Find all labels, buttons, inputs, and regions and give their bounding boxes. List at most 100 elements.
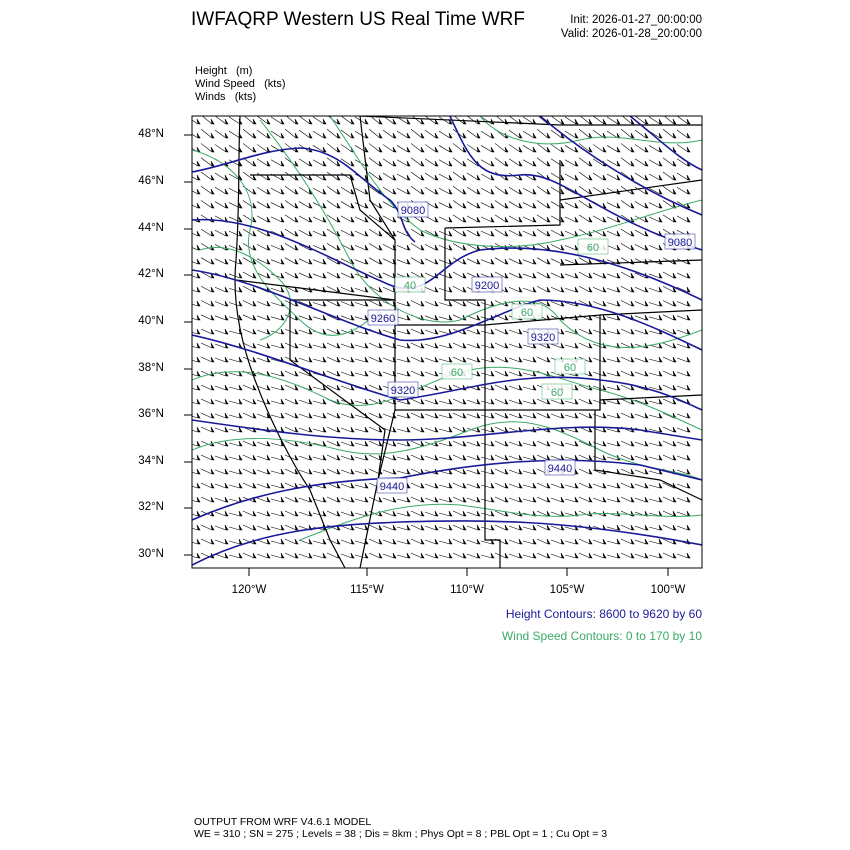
wind-barb [424,314,439,321]
wind-barb [410,157,425,167]
wind-barb [522,230,537,237]
wind-barb [340,258,355,265]
wind-barb [228,230,243,237]
lat-label: 34°N [138,455,164,467]
wind-barb [578,468,593,475]
wind-barb [438,216,453,223]
wind-barb [508,482,523,489]
wind-barb [396,244,411,251]
wind-barb [256,552,271,559]
wind-barb [396,538,411,545]
wind-barb [354,328,369,335]
wind-barb [578,128,593,139]
wind-barb [242,552,257,559]
wind-barb [466,314,481,321]
wind-barb [592,144,607,153]
wind-barb [662,356,677,363]
wind-barb [298,258,313,265]
wind-barb [228,188,243,195]
wind-barb [214,342,229,349]
wind-barb [620,398,635,405]
wind-barb [606,356,621,363]
wind-barb [508,384,523,391]
wind-barb [228,173,243,181]
wind-barb [242,200,257,209]
wind-barb [368,342,383,349]
wind-barb [466,454,481,461]
wind-barb [480,412,495,419]
wind-barb [606,538,621,545]
wind-barb [634,356,649,363]
wind-barb [410,171,425,181]
wind-barb [340,552,355,559]
wind-barb [242,454,257,461]
wind-barb [438,173,453,181]
wind-barb [326,271,341,279]
wind-barb [494,552,509,559]
wind-barb [382,510,397,517]
border [485,394,702,411]
wind-contour-info: Wind Speed Contours: 0 to 170 by 10 [501,629,702,643]
wind-barb [340,300,355,307]
wind-barb [564,244,579,251]
wind-barb [242,243,257,251]
wind-barb [270,370,285,377]
wind-barb [284,496,299,503]
wind-barb [648,552,663,559]
wind-barb [424,144,439,153]
wind-barb [634,398,649,405]
wind-barb [452,214,467,223]
wind-barb [662,440,677,447]
wind-barb [578,538,593,545]
model-footer: OUTPUT FROM WRF V4.6.1 MODEL WE = 310 ; … [194,816,607,840]
wind-barb [438,426,453,433]
wind-barb [192,244,201,251]
wind-barb [284,538,299,545]
wind-barb [480,426,495,433]
wind-barb [192,538,201,545]
wind-barb [620,468,635,475]
wind-barb [648,468,663,475]
wind-barb [256,468,271,475]
wind-barb [648,272,663,279]
wind-barb [424,300,439,307]
wind-barb [326,384,341,391]
wind-barb [550,538,565,545]
wind-barb [200,200,215,209]
wind-barb [466,342,481,349]
wind-barb [508,342,523,349]
wind-barb [536,496,551,503]
wind-barb [256,328,271,335]
wind-barb [192,174,201,181]
wind-barb [192,342,201,349]
wind-barb [410,356,425,363]
wind-barb [214,524,229,531]
wind-barb [648,173,663,181]
wind-barb [228,314,243,321]
wind-barb [326,157,341,167]
border [444,160,561,229]
wind-barb [522,412,537,419]
wind-barb [284,552,299,559]
wind-barb [256,398,271,405]
wind-barb [508,229,523,237]
wind-barb [648,454,663,461]
wind-barb [522,188,537,195]
wind-barb [424,384,439,391]
wind-barb [536,412,551,419]
wind-barb [508,412,523,419]
wind-barb [508,552,523,559]
wind-barb [466,258,481,265]
contour-label: 9080 [668,237,692,249]
wind-barb [634,158,649,167]
wind-barb [480,159,495,167]
wind-barb [620,243,635,251]
wind-barb [396,524,411,531]
wind-barb [508,370,523,377]
wind-barb [200,285,215,293]
wind-barb [480,440,495,447]
wind-barb [508,215,523,223]
wind-barb [284,510,299,517]
wind-barb [284,200,299,209]
contour-label-box [554,358,586,375]
